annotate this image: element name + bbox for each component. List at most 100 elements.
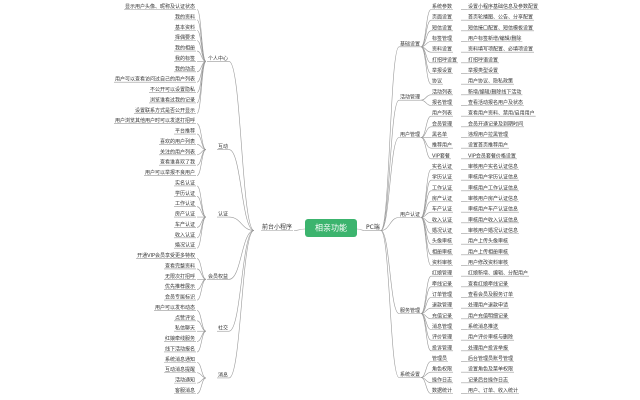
item-name: 活动列表 (432, 88, 452, 95)
item-desc: 审核用户车产认证信息 (468, 206, 518, 213)
center-label: 相亲功能 (315, 223, 347, 233)
item-desc: 打招呼语设置 (468, 56, 498, 63)
item-desc: 资料填写项配置、必填项设置 (468, 46, 533, 53)
leaf-label: 房产认证 (175, 211, 195, 218)
leaf-label: 喜欢的用户列表 (160, 138, 195, 145)
connector (420, 190, 432, 218)
connector (380, 99, 400, 231)
connector (380, 230, 400, 314)
item-desc: 查看活动报名用户及状态 (468, 99, 523, 106)
item-desc: 用户评价审核与删除 (468, 334, 513, 341)
item-desc: 用户修改资料审核 (468, 259, 508, 266)
item-name: 收入认证 (432, 216, 452, 223)
item-desc: 审核用户房产认证信息 (468, 195, 518, 202)
connector (420, 201, 432, 218)
leaf-label: 查看谁喜欢了我 (160, 159, 195, 166)
branch-label: PC端 (366, 223, 380, 231)
connector (420, 313, 432, 341)
connector (420, 94, 432, 101)
connector (420, 286, 432, 314)
connector (196, 330, 207, 353)
item-desc: 审核用户婚况认证信息 (468, 227, 518, 234)
item-name: 推荐用户 (432, 142, 452, 149)
item-name: 相册审核 (432, 248, 452, 255)
item-desc: 后台管理员账号管理 (468, 355, 513, 362)
leaf-label: 互动消息提醒 (165, 366, 195, 373)
connector (196, 19, 207, 62)
connector (420, 46, 432, 85)
item-desc: 查看用户资料、禁用/启用用户 (468, 110, 535, 117)
leaf-label: 线下活动报名 (165, 345, 195, 352)
leaf-label: 用户可以查看访问过自己的用户列表 (115, 76, 195, 83)
connector (380, 230, 400, 378)
connector (196, 362, 207, 379)
connector (196, 279, 207, 291)
leaf-label: 客服消息 (175, 387, 195, 394)
item-name: 订单管理 (432, 291, 452, 298)
item-desc: 审核用户收入认证信息 (468, 216, 518, 223)
item-desc: 系统消息推送 (468, 323, 498, 330)
item-name: 学历认证 (432, 174, 452, 181)
leaf-label: 基本资料 (175, 24, 195, 31)
group-label: 社交 (218, 325, 228, 332)
leaf-label: 婚况认证 (175, 242, 195, 249)
item-desc: 短信接口配置、短信模板设置 (468, 24, 533, 31)
item-desc: 处理用户投诉举报 (468, 344, 508, 351)
leaf-label: 显示用户头像、昵称及认证状态 (125, 3, 195, 10)
connector (228, 61, 255, 231)
leaf-label: 择偶要求 (175, 34, 195, 41)
item-desc: 会员开通记录及到期时间 (468, 120, 523, 127)
item-name: VIP套餐 (432, 152, 450, 159)
connector (196, 123, 207, 150)
leaf-label: 系统消息通知 (165, 356, 195, 363)
item-desc: 用户上传相册审核 (468, 248, 508, 255)
leaf-label: 学历认证 (175, 190, 195, 197)
leaf-label: 我的相册 (175, 45, 195, 52)
item-desc: 设置角色及菜单权限 (468, 366, 513, 373)
item-desc: 用户标签新增/编辑/删除 (468, 35, 521, 42)
item-desc: 审核用户实名认证信息 (468, 163, 518, 170)
item-name: 协议 (432, 78, 442, 85)
connector (196, 268, 207, 280)
item-desc: 查看红娘牵线记录 (468, 280, 508, 287)
item-name: 短信设置 (432, 24, 452, 31)
leaf-label: 设置联系方式是否公开显示 (135, 107, 195, 114)
item-desc: 红娘新增、编辑、分配用户 (468, 270, 528, 277)
connector (420, 19, 432, 48)
connector (196, 279, 207, 301)
group-label: 认证 (218, 211, 228, 218)
leaf-label: 用户浏览其他用户时可以发送打招呼 (115, 117, 195, 124)
item-name: 婚况认证 (432, 227, 452, 234)
group-label: 基础设置 (400, 40, 420, 47)
connector (420, 30, 432, 48)
item-name: 工作认证 (432, 184, 452, 191)
leaf-label: 我的标签 (175, 55, 195, 62)
connector (420, 99, 432, 106)
connector (420, 46, 432, 74)
leaf-label: 用户可以举报不良用户 (145, 169, 195, 176)
item-name: 黑名单 (432, 131, 447, 138)
group-label: 会员权益 (208, 273, 228, 280)
connector (380, 217, 400, 231)
group-label: 服务管理 (400, 307, 420, 314)
item-name: 评价管理 (432, 334, 452, 341)
connector (228, 230, 255, 332)
connector (420, 217, 432, 256)
item-desc: 查看会员及服务订单 (468, 291, 513, 298)
center-node (305, 219, 357, 237)
connector (228, 230, 255, 280)
connector (196, 61, 207, 114)
connector (420, 126, 432, 138)
item-name: 页面设置 (432, 14, 452, 21)
item-name: 实名认证 (432, 163, 452, 170)
item-desc: 首页轮播图、公告、分享配置 (468, 14, 533, 21)
leaf-label: 工作认证 (175, 200, 195, 207)
leaf-label: 红娘牵线服务 (165, 335, 195, 342)
item-name: 标签管理 (432, 35, 452, 42)
leaf-label: 开通VIP会员享受更多特权 (137, 252, 195, 259)
leaf-label: 无限次打招呼 (165, 273, 195, 280)
item-name: 管理员 (432, 355, 447, 362)
item-name: 消息管理 (432, 323, 452, 330)
connector (196, 61, 207, 104)
